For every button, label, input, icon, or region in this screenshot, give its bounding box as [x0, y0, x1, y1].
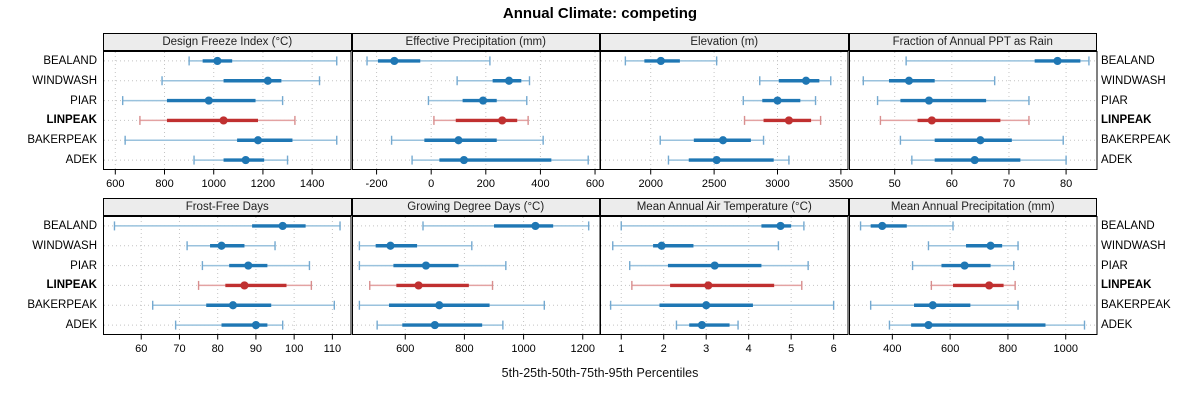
tick-label: 800	[998, 343, 1016, 355]
tick-label: 1200	[570, 343, 594, 355]
panel-header-elevation: Elevation (m)	[600, 33, 849, 51]
tick-label: 5	[788, 343, 794, 355]
station-label-right-bealand: BEALAND	[1101, 219, 1155, 232]
tick-label: 50	[888, 178, 900, 190]
tick-label: 80	[1059, 178, 1071, 190]
panel-header-effective-precipitation: Effective Precipitation (mm)	[351, 33, 600, 51]
panel-effective-precipitation: Effective Precipitation (mm) -200 0 200 400 6…	[351, 33, 604, 194]
tick-label: 6	[831, 343, 837, 355]
station-label-left-bealand: BEALAND	[43, 219, 97, 232]
tick-label: 1200	[251, 178, 275, 190]
station-label-left-bakerpeak: BAKERPEAK	[27, 134, 97, 147]
panel-header-design-freeze-index: Design Freeze Index (°C)	[103, 33, 352, 51]
station-label-left-linpeak: LINPEAK	[46, 114, 97, 127]
tick-label: 80	[212, 343, 224, 355]
panel-plot-design-freeze-index: 600 800 1000 1200 1400	[103, 51, 352, 190]
tick-label: 200	[476, 178, 494, 190]
tick-label: 1	[618, 343, 624, 355]
tick-label: 60	[135, 343, 147, 355]
tick-label: 4	[746, 343, 752, 355]
station-label-right-adek: ADEK	[1101, 319, 1133, 332]
panel-plot-growing-degree-days: 600 800 1000 1200	[351, 216, 600, 355]
station-label-left-windwash: WINDWASH	[32, 239, 97, 252]
tick-label: 400	[883, 343, 901, 355]
station-label-left-linpeak: LINPEAK	[46, 279, 97, 292]
station-label-left-piar: PIAR	[70, 259, 97, 272]
station-label-left-adek: ADEK	[65, 319, 97, 332]
panel-header-mean-annual-precipitation: Mean Annual Precipitation (mm)	[848, 198, 1097, 216]
panel-plot-mean-annual-precipitation: 400 600 800 1000	[848, 216, 1097, 355]
station-label-right-linpeak: LINPEAK	[1101, 114, 1152, 127]
panel-growing-degree-days: Growing Degree Days (°C) 600 800 1000 1200	[351, 198, 600, 359]
panel-elevation: Elevation (m) 2000 2500 3000 3500	[600, 33, 853, 194]
station-label-right-bakerpeak: BAKERPEAK	[1101, 299, 1171, 312]
station-label-right-windwash: WINDWASH	[1101, 239, 1166, 252]
tick-label: 600	[396, 343, 414, 355]
tick-label: 600	[585, 178, 603, 190]
panel-mean-annual-air-temperature: Mean Annual Air Temperature (°C) 1 2 3 4 5 6	[600, 198, 849, 359]
panel-plot-elevation: 2000 2500 3000 3500	[600, 51, 853, 190]
percentile-caption: 5th-25th-50th-75th-95th Percentiles	[501, 366, 699, 380]
tick-label: 3000	[765, 178, 789, 190]
tick-label: 1400	[300, 178, 324, 190]
panel-design-freeze-index: Design Freeze Index (°C) 600 800 1000 1200 14…	[103, 33, 352, 194]
panel-header-mean-annual-air-temperature: Mean Annual Air Temperature (°C)	[600, 198, 849, 216]
panel-header-fraction-annual-ppt-as-rain: Fraction of Annual PPT as Rain	[848, 33, 1097, 51]
tick-label: 800	[455, 343, 473, 355]
tick-label: 3500	[829, 178, 853, 190]
tick-label: 400	[531, 178, 549, 190]
panel-header-frost-free-days: Frost-Free Days	[103, 198, 352, 216]
station-label-right-bakerpeak: BAKERPEAK	[1101, 134, 1171, 147]
tick-label: 110	[324, 343, 342, 355]
tick-label: 100	[285, 343, 303, 355]
tick-label: 3	[703, 343, 709, 355]
tick-label: 60	[945, 178, 957, 190]
station-label-right-bealand: BEALAND	[1101, 54, 1155, 67]
tick-label: 800	[155, 178, 173, 190]
tick-label: 1000	[201, 178, 225, 190]
tick-label: 90	[250, 343, 262, 355]
station-label-right-adek: ADEK	[1101, 154, 1133, 167]
tick-label: 70	[1002, 178, 1014, 190]
station-label-left-adek: ADEK	[65, 154, 97, 167]
station-label-left-bealand: BEALAND	[43, 54, 97, 67]
tick-label: 0	[428, 178, 434, 190]
station-label-right-piar: PIAR	[1101, 94, 1128, 107]
tick-label: 2500	[702, 178, 726, 190]
tick-label: 2	[661, 343, 667, 355]
panel-plot-mean-annual-air-temperature: 1 2 3 4 5 6	[600, 216, 849, 355]
station-label-left-bakerpeak: BAKERPEAK	[27, 299, 97, 312]
station-label-right-piar: PIAR	[1101, 259, 1128, 272]
station-label-left-piar: PIAR	[70, 94, 97, 107]
tick-label: 2000	[638, 178, 662, 190]
chart-title: Annual Climate: competing	[502, 5, 698, 22]
station-label-right-linpeak: LINPEAK	[1101, 279, 1152, 292]
tick-label: -200	[365, 178, 387, 190]
tick-label: 1000	[1053, 343, 1077, 355]
tick-label: 1000	[511, 343, 535, 355]
station-label-left-windwash: WINDWASH	[32, 74, 97, 87]
panel-header-growing-degree-days: Growing Degree Days (°C)	[351, 198, 600, 216]
tick-label: 70	[173, 343, 185, 355]
panel-frost-free-days: Frost-Free Days 60 70 80 90 100 110	[103, 198, 352, 359]
tick-label: 600	[106, 178, 124, 190]
panel-mean-annual-precipitation: Mean Annual Precipitation (mm) 400 600 800 1…	[848, 198, 1097, 359]
station-label-right-windwash: WINDWASH	[1101, 74, 1166, 87]
panel-plot-fraction-annual-ppt-as-rain: 50 60 70 80	[848, 51, 1097, 190]
panel-plot-effective-precipitation: -200 0 200 400 600	[351, 51, 604, 190]
tick-label: 600	[940, 343, 958, 355]
panel-fraction-annual-ppt-as-rain: Fraction of Annual PPT as Rain 50 60 70 80	[848, 33, 1097, 194]
panel-plot-frost-free-days: 60 70 80 90 100 110	[103, 216, 352, 355]
